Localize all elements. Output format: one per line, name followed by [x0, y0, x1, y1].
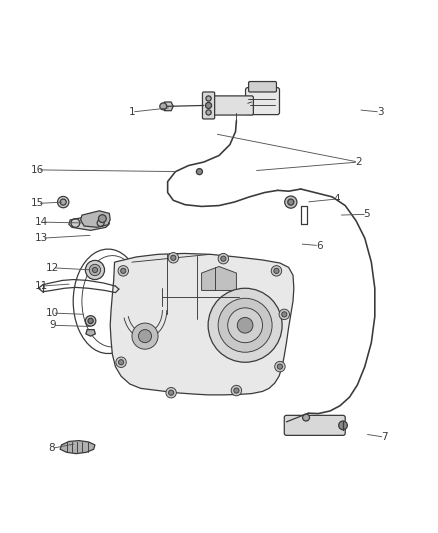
Text: 16: 16: [31, 165, 44, 175]
Circle shape: [234, 388, 239, 393]
Circle shape: [168, 253, 179, 263]
Circle shape: [169, 390, 174, 395]
Text: 2: 2: [355, 157, 362, 167]
Circle shape: [303, 414, 310, 421]
Circle shape: [88, 318, 93, 324]
Polygon shape: [81, 211, 110, 228]
Text: 1: 1: [129, 107, 135, 117]
Polygon shape: [110, 254, 294, 395]
Text: 8: 8: [48, 443, 55, 454]
Circle shape: [206, 110, 211, 115]
Text: 11: 11: [35, 281, 49, 291]
Circle shape: [57, 197, 69, 208]
Text: 9: 9: [49, 320, 56, 330]
Circle shape: [89, 264, 101, 276]
Circle shape: [339, 421, 347, 430]
Text: 3: 3: [377, 107, 383, 117]
Circle shape: [138, 329, 152, 343]
Circle shape: [92, 268, 98, 272]
Circle shape: [160, 103, 167, 110]
Circle shape: [120, 268, 126, 273]
Text: 5: 5: [364, 209, 370, 219]
Circle shape: [221, 256, 226, 261]
Circle shape: [196, 168, 202, 175]
FancyBboxPatch shape: [211, 96, 253, 115]
FancyBboxPatch shape: [249, 82, 276, 92]
Circle shape: [228, 308, 262, 343]
Circle shape: [271, 265, 282, 276]
Polygon shape: [86, 329, 95, 336]
Circle shape: [171, 255, 176, 261]
Circle shape: [166, 387, 177, 398]
Circle shape: [116, 357, 126, 367]
Polygon shape: [162, 102, 173, 111]
Text: 10: 10: [46, 308, 59, 318]
FancyBboxPatch shape: [202, 92, 215, 119]
Circle shape: [118, 360, 124, 365]
FancyBboxPatch shape: [246, 87, 279, 115]
Circle shape: [118, 265, 128, 276]
Circle shape: [205, 102, 212, 109]
Text: 12: 12: [46, 263, 60, 273]
Circle shape: [132, 323, 158, 349]
Text: 7: 7: [381, 432, 388, 442]
Circle shape: [60, 199, 66, 205]
Circle shape: [218, 298, 272, 352]
Polygon shape: [69, 215, 110, 230]
Circle shape: [206, 96, 211, 101]
Circle shape: [208, 288, 282, 362]
Circle shape: [99, 215, 106, 223]
Circle shape: [288, 199, 294, 205]
Circle shape: [285, 196, 297, 208]
Circle shape: [277, 364, 283, 369]
Text: 4: 4: [333, 194, 340, 204]
FancyBboxPatch shape: [284, 415, 345, 435]
Circle shape: [279, 309, 290, 320]
Text: 6: 6: [316, 240, 322, 251]
Circle shape: [275, 361, 285, 372]
Text: 13: 13: [35, 233, 49, 243]
Polygon shape: [201, 266, 237, 290]
Polygon shape: [60, 441, 95, 454]
Text: 15: 15: [31, 198, 44, 208]
Circle shape: [85, 261, 105, 279]
Circle shape: [231, 385, 242, 396]
Circle shape: [274, 268, 279, 273]
Circle shape: [218, 254, 229, 264]
Circle shape: [237, 318, 253, 333]
Circle shape: [85, 316, 96, 326]
Circle shape: [282, 312, 287, 317]
Text: 14: 14: [35, 217, 49, 227]
